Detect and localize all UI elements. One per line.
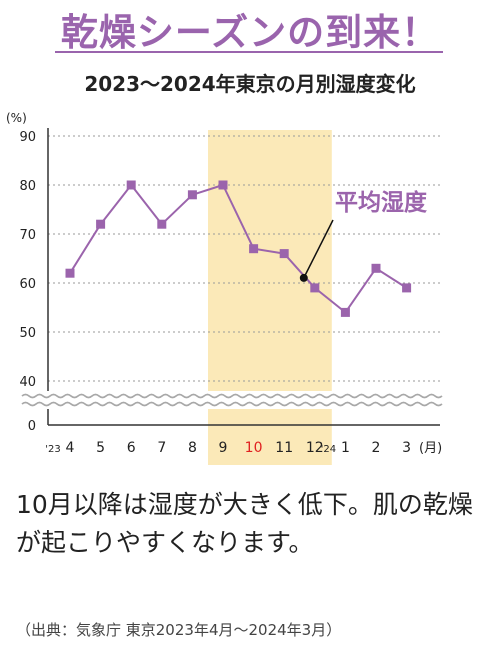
x-tick-label: 9: [219, 440, 228, 456]
headline-underline: [55, 51, 443, 53]
data-point: [402, 283, 412, 293]
x-tick-label: 11: [275, 440, 293, 456]
y-tick-label: 90: [19, 130, 36, 145]
series-line: [69, 184, 408, 314]
body-text: 10月以降は湿度が大きく低下。肌の乾燥が起こりやすくなります。: [16, 490, 473, 557]
y-axis-label: (%): [6, 111, 27, 125]
x-tick-label: 4: [66, 440, 75, 456]
y-tick-label: 0: [28, 419, 36, 434]
data-point: [371, 263, 381, 273]
data-point: [340, 307, 350, 317]
x-tick-label: 12: [306, 440, 324, 456]
axis-break-mask: [22, 391, 440, 409]
y-tick-label: 60: [19, 277, 36, 292]
x-tick-label: 5: [96, 440, 105, 456]
data-point: [187, 190, 197, 200]
annotation-leader: [303, 219, 334, 279]
chart-title: 2023～2024年東京の月別湿度変化: [84, 72, 416, 96]
data-point: [249, 244, 259, 254]
data-point: [126, 180, 136, 190]
axis-break-wave: [21, 401, 443, 407]
axis-break-wave: [21, 393, 443, 399]
year-label: '24: [321, 444, 336, 455]
x-axis-label: (月): [419, 441, 442, 456]
series-label: 平均湿度: [335, 189, 428, 216]
highlight-band: [208, 130, 332, 465]
headline: 乾燥シーズンの到来！: [60, 11, 440, 54]
x-tick-label: 3: [402, 440, 411, 456]
x-tick-label: 8: [188, 440, 197, 456]
x-tick-label: 1: [341, 440, 350, 456]
data-point: [157, 219, 167, 229]
y-tick-label: 50: [19, 326, 36, 341]
x-tick-label: 2: [372, 440, 381, 456]
data-point: [279, 249, 289, 259]
y-tick-label: 40: [19, 375, 36, 390]
data-point: [65, 268, 75, 278]
y-tick-label: 70: [19, 228, 36, 243]
x-tick-label: 7: [157, 440, 166, 456]
data-point: [310, 283, 320, 293]
source-note: （出典：気象庁 東京2023年4月～2024年3月）: [16, 621, 342, 639]
x-tick-label: 6: [127, 440, 136, 456]
annotation-dot: [299, 273, 308, 282]
data-point: [218, 180, 228, 190]
data-point: [96, 219, 106, 229]
x-tick-label: 10: [245, 440, 263, 456]
year-label: '23: [45, 444, 60, 455]
y-tick-label: 80: [19, 179, 36, 194]
